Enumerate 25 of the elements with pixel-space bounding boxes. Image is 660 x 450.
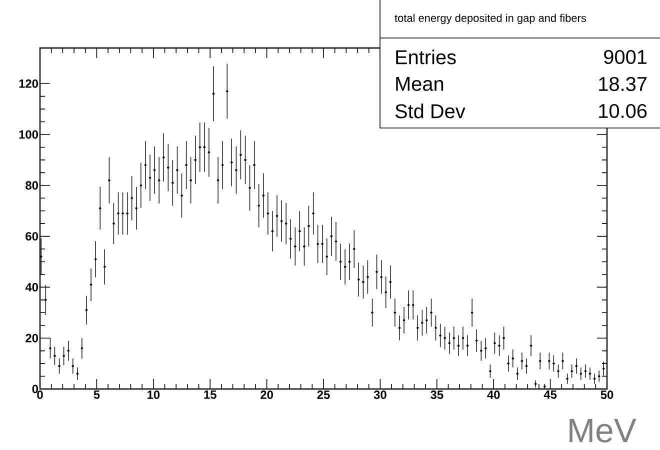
x-tick-label: 10: [148, 390, 160, 399]
y-tick-label: 100: [19, 130, 38, 139]
annotation: 9001: [604, 50, 646, 64]
x-tick-label: 35: [430, 390, 444, 399]
x-tick-label: 45: [544, 390, 557, 399]
y-tick-label: 60: [26, 232, 38, 241]
x-tick-label: 30: [374, 390, 386, 399]
annotation: 18.37: [599, 76, 646, 92]
x-tick-label: 15: [204, 390, 216, 399]
annotation: Mean: [396, 77, 444, 91]
x-tick-label: 40: [487, 390, 500, 399]
y-tick-label: 40: [25, 282, 38, 292]
x-axis-title: MeV: [570, 418, 636, 442]
chart-title: total energy deposited in gap and fibers: [394, 14, 586, 24]
annotation: 10.06: [599, 104, 647, 118]
annotation: Entries: [396, 50, 456, 64]
y-tick-label: 20: [26, 334, 38, 342]
y-tick-label: 80: [26, 181, 38, 190]
x-tick-label: 50: [600, 390, 614, 399]
x-tick-label: 20: [260, 390, 273, 399]
y-tick-label: 0: [32, 384, 38, 394]
x-tick-label: 5: [94, 390, 100, 399]
x-tick-label: 25: [317, 390, 330, 399]
y-tick-label: 120: [19, 79, 38, 88]
annotation: Std Dev: [395, 104, 466, 118]
